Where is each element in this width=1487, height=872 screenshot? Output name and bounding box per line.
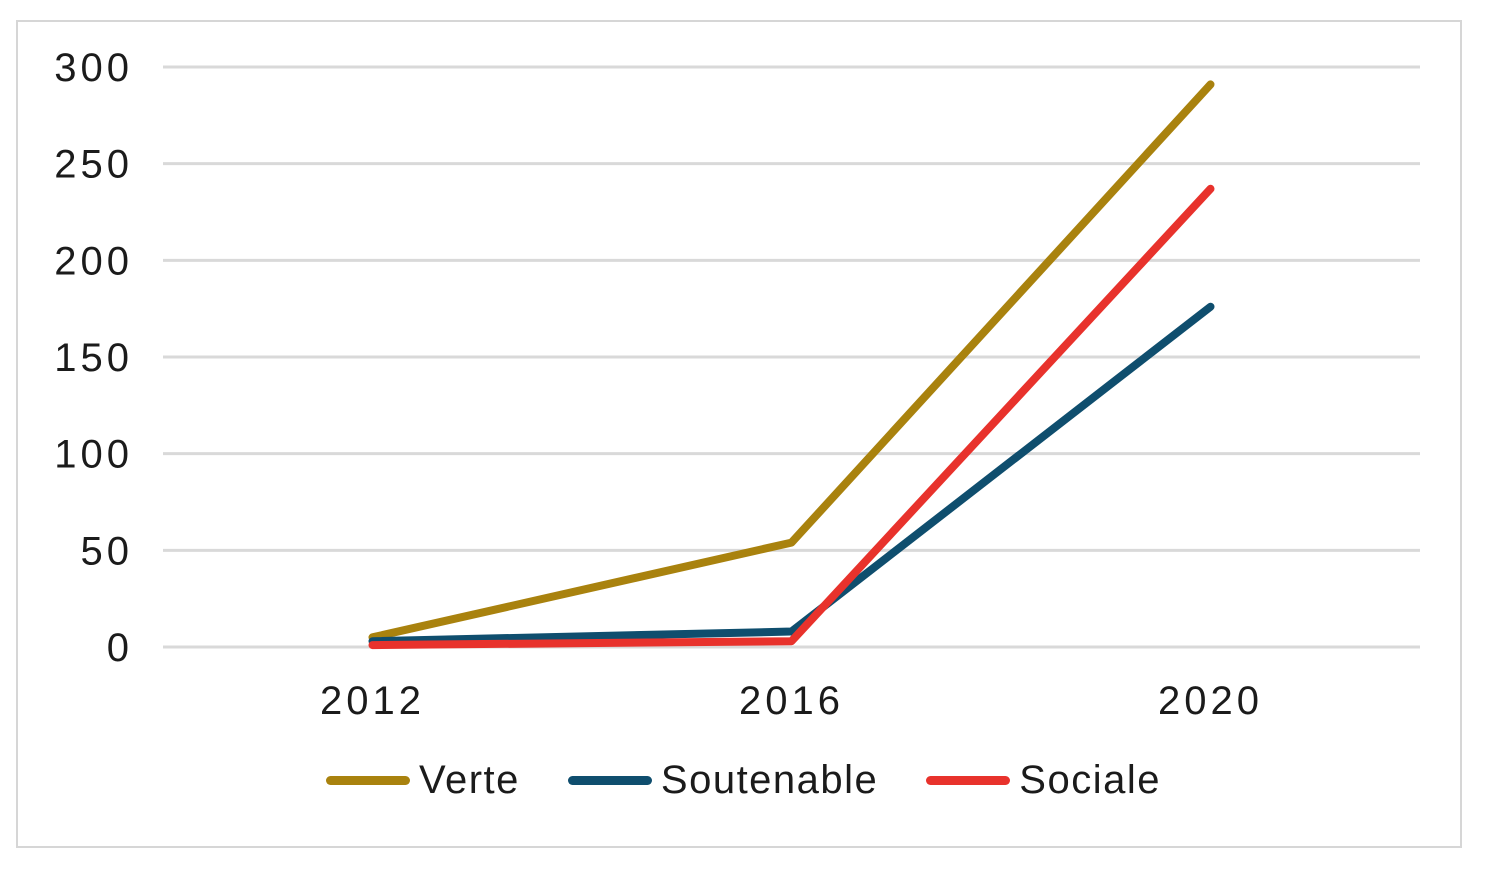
- legend-item-verte: Verte: [325, 758, 520, 802]
- y-axis-tick-label: 150: [54, 336, 133, 380]
- legend-swatch-sociale: [926, 775, 1011, 785]
- legend: Verte Soutenable Sociale: [0, 760, 1487, 800]
- legend-label-soutenable: Soutenable: [660, 758, 879, 802]
- y-axis-tick-label: 50: [81, 529, 134, 573]
- chart-frame: [16, 20, 1462, 848]
- x-axis-tick-label: 2016: [739, 679, 844, 723]
- y-axis-tick-label: 300: [54, 46, 133, 90]
- series-line-sociale: [368, 184, 1215, 650]
- legend-swatch-verte: [325, 775, 410, 785]
- y-axis-tick-label: 250: [54, 143, 133, 187]
- x-axis-tick-label: 2020: [1158, 679, 1263, 723]
- series-line-soutenable: [368, 302, 1215, 646]
- legend-item-soutenable: Soutenable: [567, 758, 879, 802]
- x-axis-tick-label: 2012: [320, 679, 425, 723]
- legend-label-verte: Verte: [418, 758, 520, 802]
- y-axis-tick-label: 0: [107, 626, 133, 670]
- series-line-verte: [368, 80, 1215, 642]
- y-axis-tick-label: 200: [54, 239, 133, 283]
- legend-swatch-soutenable: [567, 775, 652, 785]
- y-axis-tick-label: 100: [54, 433, 133, 477]
- legend-label-sociale: Sociale: [1019, 758, 1161, 802]
- legend-item-sociale: Sociale: [926, 760, 1161, 800]
